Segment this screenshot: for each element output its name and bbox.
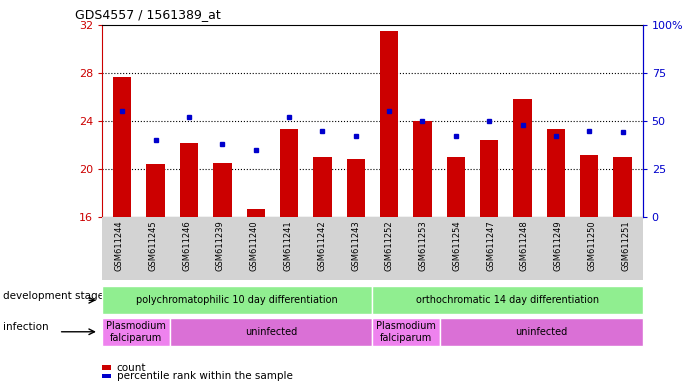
Bar	[513, 99, 531, 217]
Bar	[413, 121, 432, 217]
Text: GSM611253: GSM611253	[419, 220, 428, 271]
Text: GSM611244: GSM611244	[115, 220, 124, 271]
Text: Plasmodium
falciparum: Plasmodium falciparum	[106, 321, 166, 343]
Text: GSM611248: GSM611248	[520, 220, 529, 271]
Bar	[180, 142, 198, 217]
Text: Plasmodium
falciparum: Plasmodium falciparum	[377, 321, 436, 343]
Text: GSM611249: GSM611249	[553, 220, 562, 271]
Text: uninfected: uninfected	[245, 327, 297, 337]
Text: GSM611251: GSM611251	[621, 220, 630, 271]
Bar	[247, 209, 265, 217]
Text: GSM611242: GSM611242	[317, 220, 326, 271]
Text: infection: infection	[3, 322, 49, 332]
Text: GSM611250: GSM611250	[587, 220, 596, 271]
Text: GSM611246: GSM611246	[182, 220, 191, 271]
Bar	[380, 31, 398, 217]
Bar	[146, 164, 165, 217]
Text: orthochromatic 14 day differentiation: orthochromatic 14 day differentiation	[416, 295, 599, 305]
Text: GSM611239: GSM611239	[216, 220, 225, 271]
Text: GDS4557 / 1561389_at: GDS4557 / 1561389_at	[75, 8, 221, 21]
Bar	[547, 129, 565, 217]
Bar	[446, 157, 465, 217]
Bar	[347, 159, 365, 217]
Text: uninfected: uninfected	[515, 327, 567, 337]
Bar	[480, 140, 498, 217]
Bar	[113, 76, 131, 217]
Text: development stage: development stage	[3, 291, 104, 301]
Bar	[614, 157, 632, 217]
Bar	[580, 155, 598, 217]
Text: GSM611240: GSM611240	[249, 220, 258, 271]
Text: GSM611241: GSM611241	[283, 220, 292, 271]
Bar	[313, 157, 332, 217]
Text: GSM611252: GSM611252	[385, 220, 394, 271]
Bar	[280, 129, 299, 217]
Text: GSM611254: GSM611254	[453, 220, 462, 271]
Text: GSM611243: GSM611243	[351, 220, 360, 271]
Text: GSM611245: GSM611245	[149, 220, 158, 271]
Text: percentile rank within the sample: percentile rank within the sample	[117, 371, 293, 381]
Text: count: count	[117, 363, 146, 373]
Text: polychromatophilic 10 day differentiation: polychromatophilic 10 day differentiatio…	[137, 295, 338, 305]
Bar	[214, 163, 231, 217]
Text: GSM611247: GSM611247	[486, 220, 495, 271]
